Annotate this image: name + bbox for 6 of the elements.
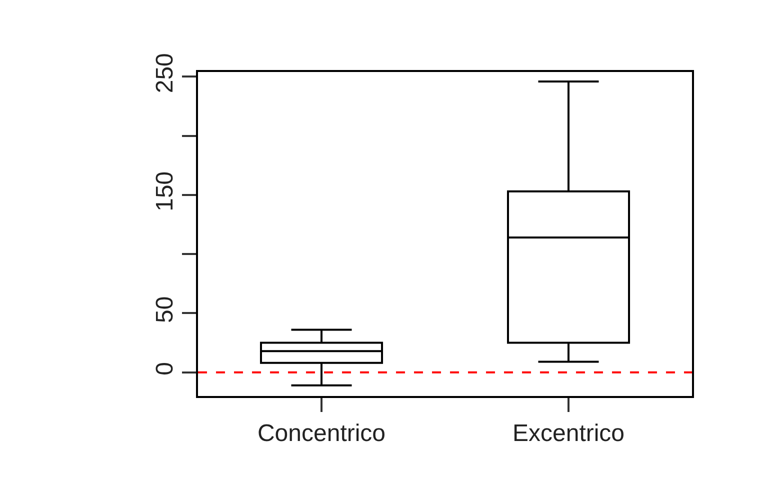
- y-tick-label: 50: [151, 296, 178, 323]
- x-tick-label: Excentrico: [512, 420, 625, 447]
- x-tick-label: Concentrico: [257, 420, 386, 447]
- y-tick-label: 150: [151, 171, 178, 212]
- y-tick-label: 0: [151, 362, 178, 376]
- y-tick-label: 250: [151, 53, 178, 94]
